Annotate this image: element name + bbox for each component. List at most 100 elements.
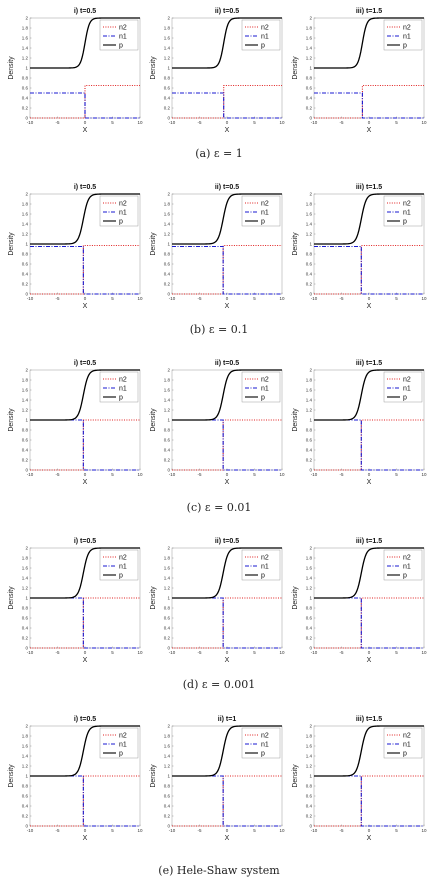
x-tick-label: 10 <box>421 650 427 655</box>
x-tick-label: 10 <box>421 120 427 125</box>
y-tick-label: 0 <box>309 116 312 121</box>
y-tick-label: 0.6 <box>306 438 313 443</box>
series-n1-line <box>314 92 424 119</box>
y-axis-label: Density <box>292 56 299 80</box>
y-tick-label: 0 <box>25 824 28 829</box>
y-axis-label: Density <box>292 764 299 788</box>
x-tick-label: 5 <box>253 120 256 125</box>
group-caption: (d) ε = 0.001 <box>183 678 256 691</box>
y-tick-label: 1 <box>309 774 312 779</box>
series-n2-line <box>30 419 140 471</box>
y-tick-label: 1.6 <box>306 388 313 393</box>
series-n2-line <box>30 597 140 649</box>
x-tick-label: 0 <box>368 296 371 301</box>
y-tick-label: 0.6 <box>306 86 313 91</box>
y-tick-label: 2 <box>167 546 170 551</box>
x-tick-label: -10 <box>27 472 34 477</box>
x-tick-label: 0 <box>226 650 229 655</box>
y-axis-label: Density <box>150 408 157 432</box>
x-tick-label: 5 <box>111 828 114 833</box>
y-tick-label: 1.6 <box>164 566 171 571</box>
y-tick-label: 0 <box>25 646 28 651</box>
y-tick-label: 1.2 <box>22 408 29 413</box>
y-tick-label: 0.8 <box>306 606 313 611</box>
series-n2-line <box>30 244 140 295</box>
series-p-line <box>30 725 140 777</box>
y-tick-label: 1.2 <box>22 56 29 61</box>
panel: i) t=0.5 0 0.2 0.4 0.6 0.8 1 1.2 1.4 1.6 1.8 2 -10 -5… <box>8 716 143 842</box>
x-tick-label: 10 <box>279 472 285 477</box>
y-tick-label: 1.4 <box>306 576 313 581</box>
x-axis-label: X <box>83 479 88 486</box>
x-tick-label: 10 <box>137 828 143 833</box>
legend-label-n2: n2 <box>119 733 127 740</box>
y-tick-label: 0.2 <box>22 814 29 819</box>
x-tick-label: -5 <box>197 828 201 833</box>
y-tick-label: 0.8 <box>306 784 313 789</box>
legend-label-n1: n1 <box>119 210 127 217</box>
group-caption: (e) Hele-Shaw system <box>158 864 280 877</box>
y-tick-label: 0.8 <box>306 76 313 81</box>
y-tick-label: 0 <box>25 292 28 297</box>
series-n1-line <box>30 245 140 295</box>
legend-label-n1: n1 <box>403 34 411 41</box>
y-tick-label: 2 <box>309 724 312 729</box>
y-tick-label: 1.8 <box>164 378 171 383</box>
y-tick-label: 0.4 <box>306 272 313 277</box>
panel-title: iii) t=1.5 <box>356 716 382 723</box>
y-tick-label: 0.4 <box>164 626 171 631</box>
y-tick-label: 0.6 <box>22 86 29 91</box>
y-axis-label: Density <box>292 232 299 256</box>
y-tick-label: 0.8 <box>22 76 29 81</box>
series-p-line <box>314 193 424 245</box>
panel: i) t=0.5 0 0.2 0.4 0.6 0.8 1 1.2 1.4 1.6 1.8 2 -10 -5… <box>8 8 143 134</box>
y-tick-label: 0.8 <box>164 428 171 433</box>
y-tick-label: 1 <box>25 418 28 423</box>
x-tick-label: 10 <box>137 650 143 655</box>
y-tick-label: 2 <box>167 368 170 373</box>
y-tick-label: 0.4 <box>164 448 171 453</box>
panel: ii) t=0.5 0 0.2 0.4 0.6 0.8 1 1.2 1.4 1.6 1.8 2 -10 -… <box>150 8 285 134</box>
x-axis-label: X <box>83 303 88 310</box>
y-tick-label: 0.6 <box>164 438 171 443</box>
series-p-line <box>314 547 424 599</box>
panel-title: ii) t=0.5 <box>215 360 239 367</box>
series-n1-line <box>314 775 424 827</box>
y-tick-label: 1.4 <box>306 222 313 227</box>
x-tick-label: -5 <box>339 296 343 301</box>
series-n1-line <box>172 775 282 827</box>
y-tick-label: 0.6 <box>306 616 313 621</box>
y-tick-label: 1.8 <box>164 26 171 31</box>
panel: ii) t=0.5 0 0.2 0.4 0.6 0.8 1 1.2 1.4 1.6 1.8 2 -10 -… <box>150 184 285 310</box>
y-tick-label: 0.6 <box>164 86 171 91</box>
series-n1-line <box>30 92 140 119</box>
legend-label-p: p <box>261 219 265 226</box>
y-tick-label: 1.2 <box>22 764 29 769</box>
y-tick-label: 0.4 <box>22 626 29 631</box>
series-n2-line <box>172 597 282 649</box>
x-tick-label: -10 <box>27 120 34 125</box>
x-axis-label: X <box>83 127 88 134</box>
y-tick-label: 0 <box>167 292 170 297</box>
panel-title: i) t=0.5 <box>74 184 96 191</box>
y-tick-label: 1 <box>167 596 170 601</box>
x-tick-label: 0 <box>226 472 229 477</box>
x-tick-label: 5 <box>111 472 114 477</box>
x-tick-label: -10 <box>169 828 176 833</box>
y-tick-label: 1.2 <box>164 56 171 61</box>
x-tick-label: -10 <box>169 120 176 125</box>
panel: iii) t=1.5 0 0.2 0.4 0.6 0.8 1 1.2 1.4 1.6 1.8 2 -10… <box>292 360 427 486</box>
legend-label-p: p <box>261 751 265 758</box>
y-axis-label: Density <box>150 586 157 610</box>
legend-label-n2: n2 <box>119 377 127 384</box>
y-tick-label: 0.2 <box>306 106 313 111</box>
panel-title: iii) t=1.5 <box>356 184 382 191</box>
y-tick-label: 0.8 <box>164 784 171 789</box>
x-tick-label: -10 <box>311 472 318 477</box>
x-tick-label: -10 <box>169 296 176 301</box>
legend-label-n1: n1 <box>261 386 269 393</box>
series-n1-line <box>314 245 424 295</box>
y-axis-label: Density <box>150 56 157 80</box>
x-tick-label: 0 <box>84 828 87 833</box>
panel: ii) t=0.5 0 0.2 0.4 0.6 0.8 1 1.2 1.4 1.6 1.8 2 -10 -… <box>150 360 285 486</box>
